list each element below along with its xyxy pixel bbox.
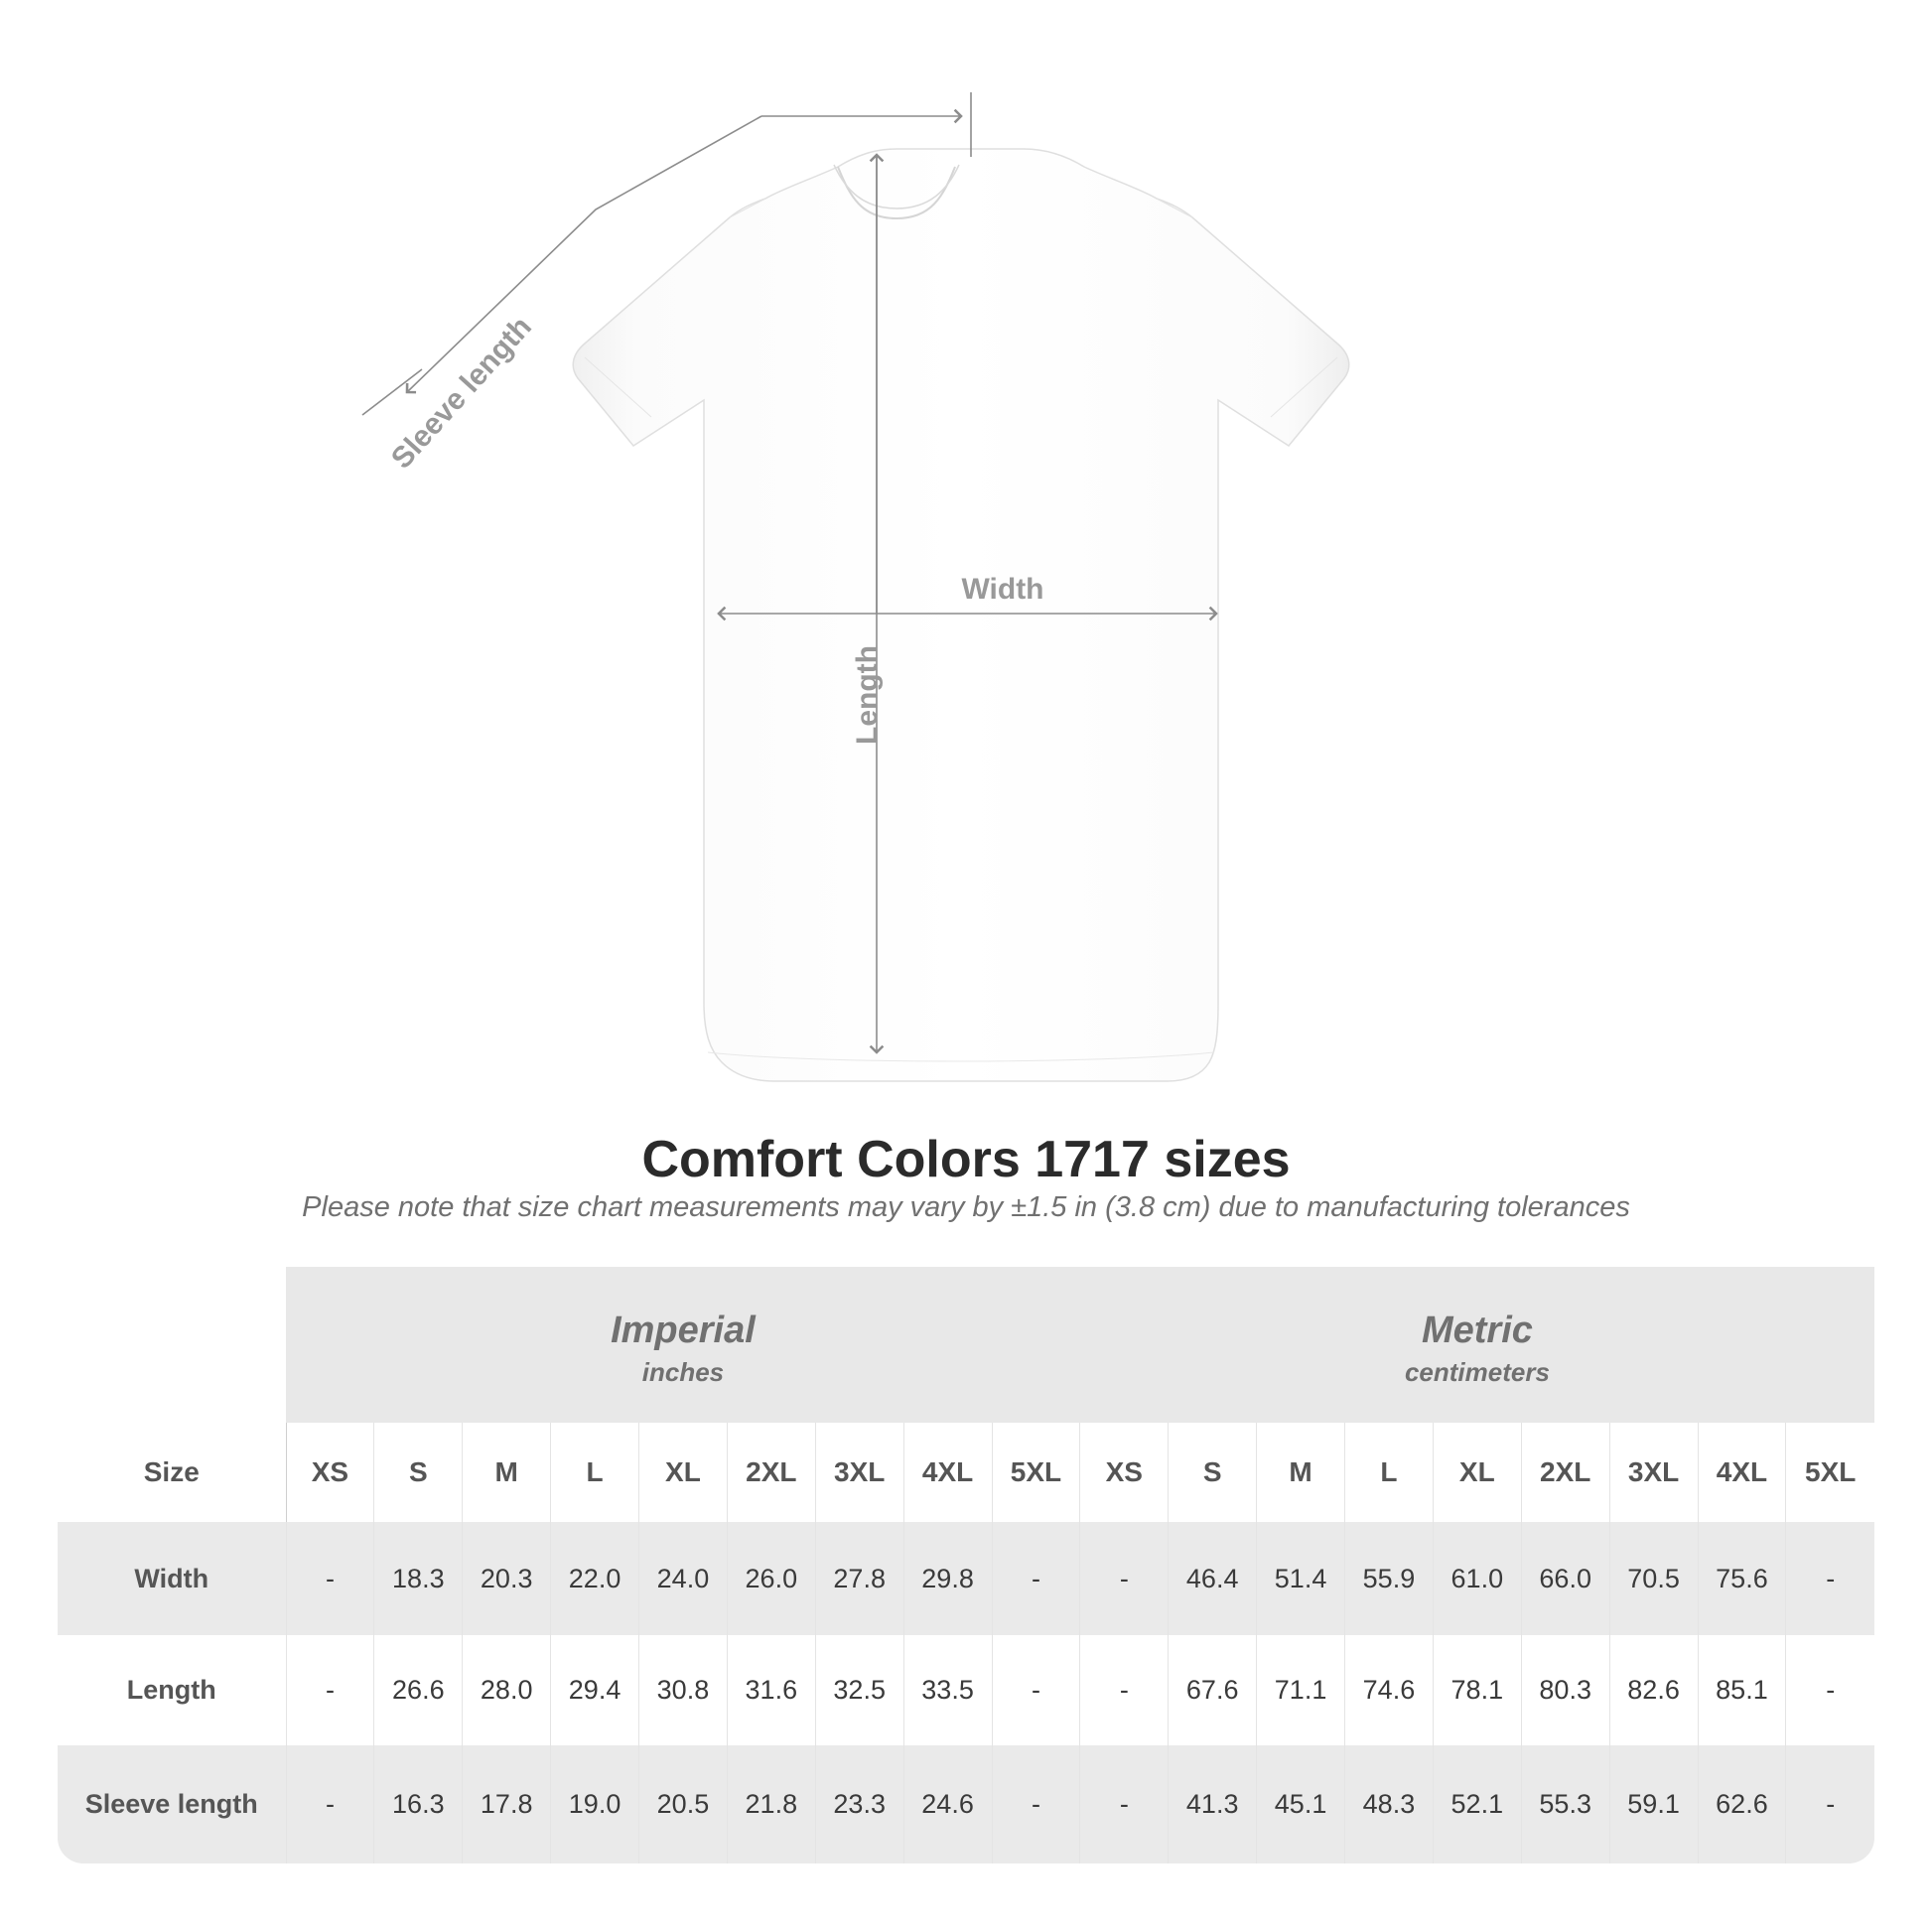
svg-text:Sleeve length: Sleeve length [385, 311, 538, 476]
svg-text:Length: Length [851, 645, 884, 745]
svg-text:Width: Width [961, 573, 1043, 606]
